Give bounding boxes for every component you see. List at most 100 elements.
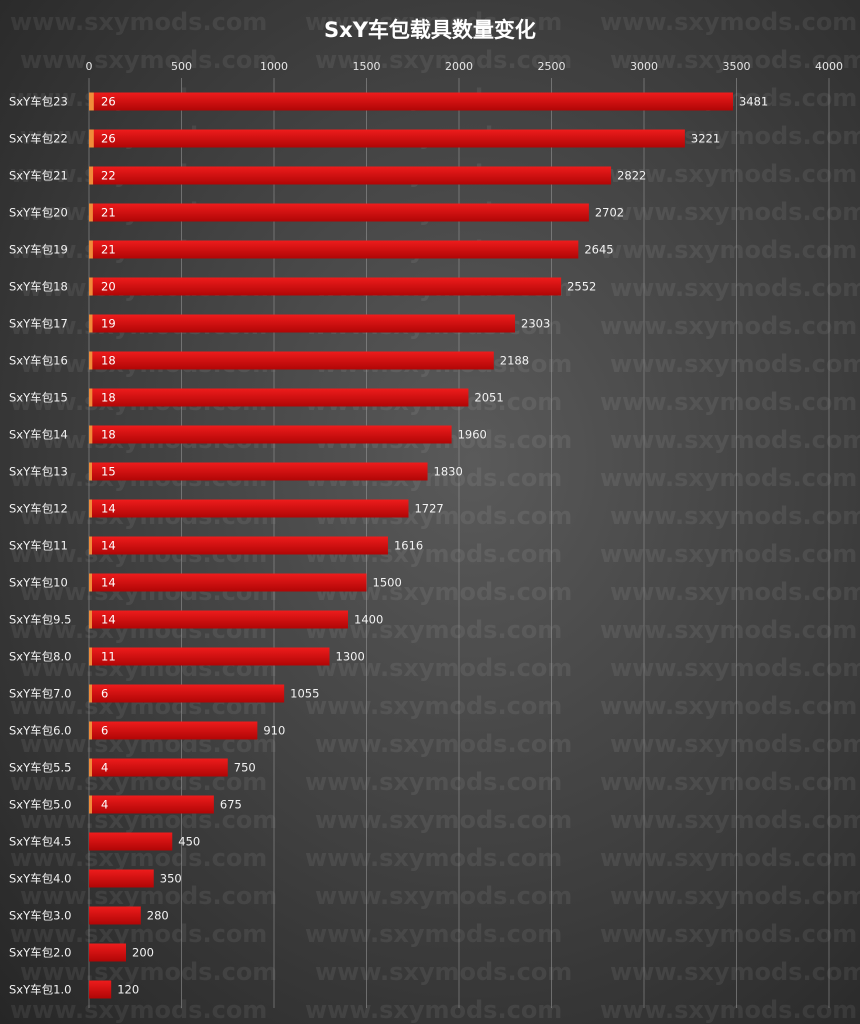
bar-inner [89, 277, 93, 296]
watermark-text: www.sxymods.com [610, 350, 860, 378]
watermark-text: www.sxymods.com [600, 388, 857, 416]
chart-title: SxY车包载具数量变化 [324, 18, 536, 42]
category-label: SxY车包22 [9, 132, 68, 146]
watermark-text: www.sxymods.com [600, 996, 857, 1024]
bar [89, 92, 733, 111]
bar [89, 425, 452, 444]
x-tick-label: 0 [86, 60, 93, 73]
bar [89, 240, 579, 259]
category-label: SxY车包2.0 [9, 946, 71, 960]
value-label: 1830 [434, 465, 463, 479]
category-label: SxY车包6.0 [9, 724, 71, 738]
bar [89, 647, 330, 666]
watermark-text: www.sxymods.com [600, 692, 857, 720]
x-axis-ticks: 0 500 1000 1500 2000 2500 3000 3500 4000 [86, 60, 844, 73]
bar [89, 166, 612, 185]
category-label: SxY车包14 [9, 428, 68, 442]
inner-value-label: 18 [101, 391, 116, 405]
bar [89, 351, 494, 370]
inner-value-label: 14 [101, 576, 116, 590]
value-label: 750 [234, 761, 256, 775]
category-label: SxY车包15 [9, 391, 68, 405]
bar-inner [89, 795, 92, 814]
watermark-text: www.sxymods.com [600, 236, 857, 264]
inner-value-label: 19 [101, 317, 116, 331]
bar [89, 758, 228, 777]
bar [89, 906, 141, 925]
bar [89, 684, 285, 703]
watermark-text: www.sxymods.com [10, 996, 267, 1024]
bar [89, 869, 154, 888]
watermark-text: www.sxymods.com [305, 692, 562, 720]
watermark-text: www.sxymods.com [10, 8, 267, 36]
watermark-text: www.sxymods.com [20, 46, 277, 74]
bar-inner [89, 721, 92, 740]
watermark-text: www.sxymods.com [600, 464, 857, 492]
value-label: 2822 [617, 169, 646, 183]
bar [89, 314, 516, 333]
bar [89, 980, 112, 999]
inner-value-label: 21 [101, 243, 116, 257]
category-label: SxY车包5.5 [9, 761, 71, 775]
bar-inner [89, 573, 92, 592]
bar [89, 573, 367, 592]
watermark-text: www.sxymods.com [600, 540, 857, 568]
x-tick-label: 2000 [445, 60, 473, 73]
x-tick-label: 500 [171, 60, 192, 73]
value-label: 1960 [458, 428, 487, 442]
watermark-text: www.sxymods.com [315, 958, 572, 986]
category-label: SxY车包7.0 [9, 687, 71, 701]
watermark-text: www.sxymods.com [305, 996, 562, 1024]
value-label: 1500 [373, 576, 402, 590]
bar-inner [89, 351, 93, 370]
bar [89, 462, 428, 481]
watermark-text: www.sxymods.com [600, 768, 857, 796]
bar-inner [89, 536, 92, 555]
watermark-text: www.sxymods.com [610, 578, 860, 606]
inner-value-label: 14 [101, 613, 116, 627]
bar-inner [89, 92, 94, 111]
bar [89, 610, 348, 629]
bar [89, 795, 214, 814]
inner-value-label: 14 [101, 502, 116, 516]
bar-inner [89, 462, 92, 481]
inner-value-label: 6 [101, 724, 108, 738]
watermark-text: www.sxymods.com [610, 502, 860, 530]
value-label: 2552 [567, 280, 596, 294]
bar-inner [89, 240, 93, 259]
x-tick-label: 1500 [353, 60, 381, 73]
value-label: 2303 [521, 317, 550, 331]
watermark-text: www.sxymods.com [315, 806, 572, 834]
bar-inner [89, 758, 92, 777]
watermark-text: www.sxymods.com [315, 730, 572, 758]
value-label: 350 [160, 872, 182, 886]
bar [89, 499, 409, 518]
bar [89, 832, 173, 851]
bar [89, 277, 562, 296]
bar [89, 943, 126, 962]
bar-inner [89, 166, 94, 185]
bar [89, 536, 388, 555]
value-label: 675 [220, 798, 242, 812]
value-label: 120 [117, 983, 139, 997]
value-label: 1055 [290, 687, 319, 701]
category-label: SxY车包1.0 [9, 983, 71, 997]
value-label: 1400 [354, 613, 383, 627]
inner-value-label: 11 [101, 650, 116, 664]
inner-value-label: 6 [101, 687, 108, 701]
watermark-text: www.sxymods.com [610, 806, 860, 834]
category-label: SxY车包8.0 [9, 650, 71, 664]
value-label: 280 [147, 909, 169, 923]
category-label: SxY车包10 [9, 576, 68, 590]
bar-inner [89, 203, 93, 222]
watermark-text: www.sxymods.com [10, 920, 267, 948]
bar-inner [89, 647, 92, 666]
watermark-text: www.sxymods.com [600, 160, 857, 188]
watermark-text: www.sxymods.com [610, 198, 860, 226]
bar-inner [89, 388, 93, 407]
watermark-text: www.sxymods.com [600, 312, 857, 340]
category-label: SxY车包23 [9, 95, 68, 109]
watermark-text: www.sxymods.com [610, 426, 860, 454]
bar [89, 388, 469, 407]
